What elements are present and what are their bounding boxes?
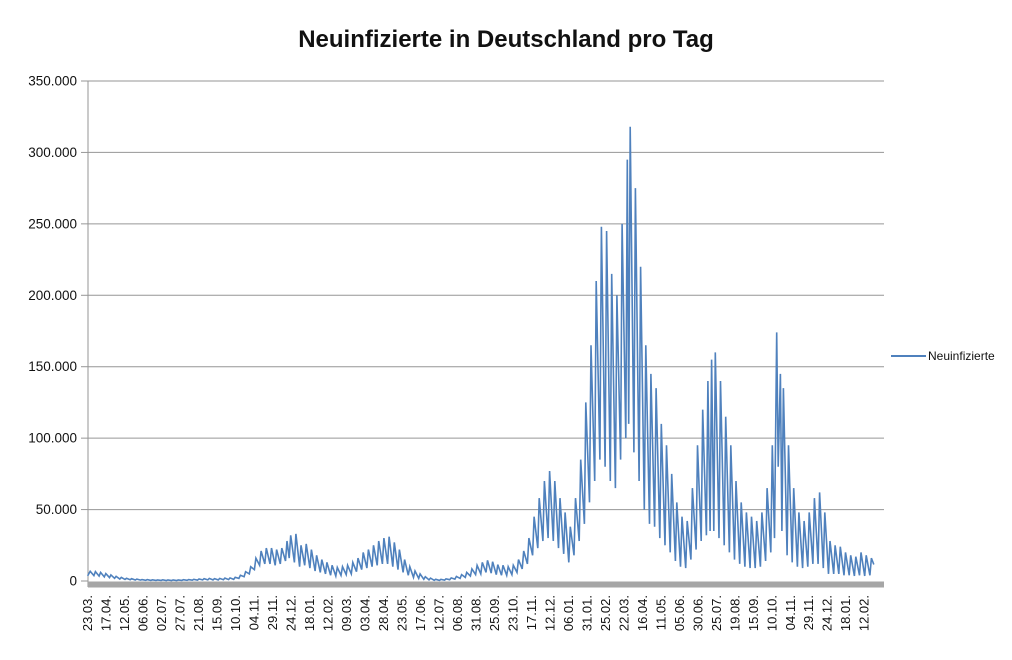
x-axis-tick-label: 23.03. — [80, 595, 95, 631]
x-axis-tick-label: 10.10. — [228, 595, 243, 631]
x-axis-tick-label: 25.09. — [487, 595, 502, 631]
y-axis-tick-label: 150.000 — [28, 359, 77, 374]
gridlines — [88, 80, 884, 511]
y-axis-tick-label: 200.000 — [28, 288, 77, 303]
x-axis-tick-label: 06.08. — [450, 595, 465, 631]
x-axis-tick-label: 29.11. — [801, 595, 816, 630]
x-axis-tick-label: 28.04. — [376, 595, 391, 631]
x-axis-tick-label: 12.02. — [320, 595, 335, 631]
x-axis-tick-label: 06.01. — [561, 595, 576, 631]
x-axis-tick-label: 17.04. — [99, 595, 114, 631]
legend-line-swatch — [891, 355, 926, 357]
x-axis-tick-label: 31.01. — [579, 595, 594, 631]
x-axis-tick-label: 25.02. — [598, 595, 613, 631]
x-axis-tick-label: 17.06. — [413, 595, 428, 631]
x-axis-tick-label: 15.09. — [210, 595, 225, 631]
x-axis-tick-label: 31.08. — [468, 595, 483, 631]
x-axis-tick-label: 23.10. — [505, 595, 520, 631]
x-axis-tick-label: 23.05. — [394, 595, 409, 631]
x-axis-tick-label: 09.03. — [339, 595, 354, 631]
x-axis-tick-label: 19.08. — [727, 595, 742, 631]
x-axis-tick-label: 29.11. — [265, 595, 280, 630]
x-axis-tick-label: 30.06. — [690, 595, 705, 631]
x-axis-tick-label: 16.04. — [635, 595, 650, 631]
x-axis-tick-label: 04.11. — [783, 595, 798, 630]
chart-title: Neuinfizierte in Deutschland pro Tag — [298, 26, 714, 53]
y-axis-tick-label: 350.000 — [28, 74, 77, 89]
x-axis-tick-label: 22.03. — [616, 595, 631, 631]
x-axis-tick-label: 27.07. — [173, 595, 188, 631]
y-axis-tick-label: 250.000 — [28, 216, 77, 231]
x-axis-tick-label: 12.05. — [117, 595, 132, 631]
legend: Neuinfizierte — [891, 349, 995, 363]
x-axis-tick-label: 05.06. — [672, 595, 687, 631]
series-line-neuinfizierte — [87, 126, 875, 582]
x-axis-tick-label: 12.02. — [857, 595, 872, 631]
x-axis-tick-label: 12.12. — [542, 595, 557, 631]
x-axis-tick-label: 04.11. — [246, 595, 261, 630]
x-axis-tick-label: 24.12. — [283, 595, 298, 631]
x-axis-tick-label: 12.07. — [431, 595, 446, 631]
x-axis-tick-label: 25.07. — [709, 595, 724, 631]
y-axis-tick-label: 300.000 — [28, 145, 77, 160]
x-axis-tick-label: 02.07. — [154, 595, 169, 631]
x-axis-tick-label: 17.11. — [524, 595, 539, 630]
x-axis-tick-label: 15.09. — [746, 595, 761, 631]
y-axis-tick-label: 100.000 — [28, 431, 77, 446]
x-axis-tick-label: 11.05. — [653, 595, 668, 630]
x-axis-tick-label: 18.01. — [302, 595, 317, 631]
x-axis-tick-label: 10.10. — [764, 595, 779, 631]
x-axis-tick-label: 24.12. — [820, 595, 835, 631]
y-axis-tick-label: 0 — [69, 574, 77, 589]
x-axis-tick-label: 21.08. — [191, 595, 206, 631]
y-axis-labels: 0 50.000 100.000 150.000 200.000 250.000 300.0… — [28, 74, 77, 589]
axes — [81, 80, 884, 588]
series-lines — [87, 126, 875, 582]
x-axis-bar — [88, 581, 884, 588]
y-axis-tick-label: 50.000 — [36, 502, 77, 517]
x-axis-tick-label: 03.04. — [357, 595, 372, 631]
legend-series-label: Neuinfizierte — [928, 349, 995, 363]
x-axis-tick-label: 18.01. — [838, 595, 853, 631]
x-axis-tick-label: 06.06. — [136, 595, 151, 631]
x-axis-labels: 23.03. 17.04. 12.05. 06.06. 02.07. 27.07. 21.0… — [80, 595, 872, 631]
